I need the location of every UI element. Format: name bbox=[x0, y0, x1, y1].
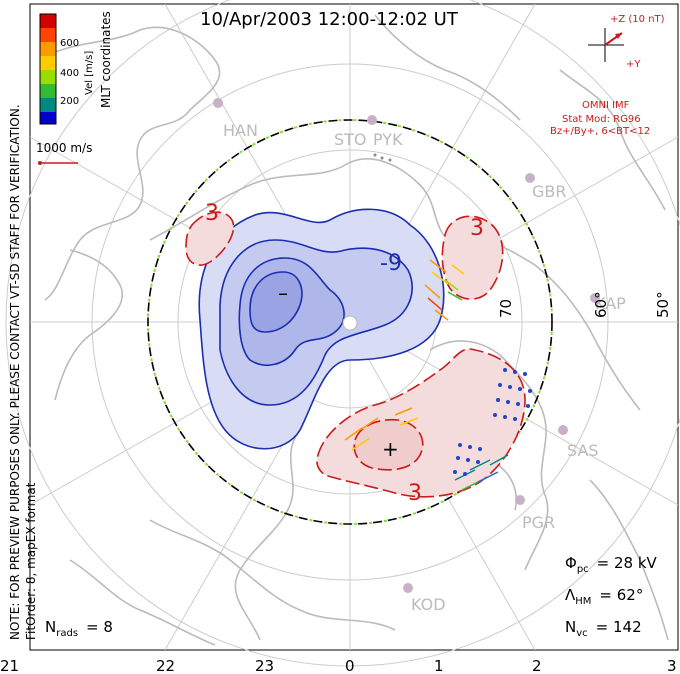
velocity-vectors bbox=[344, 259, 509, 491]
pos-cell-marker: + bbox=[382, 437, 399, 461]
svg-text:Φpc= 28 kV: Φpc = 28 kV bbox=[565, 554, 658, 575]
positive-cell-bottom bbox=[316, 348, 526, 498]
contour-label-pos-bottom: 3 bbox=[408, 481, 422, 506]
stat-nvc: Nvc = 142 bbox=[565, 618, 642, 639]
mlt-label-2: 2 bbox=[532, 657, 542, 674]
contour-label-pos-top: 3 bbox=[470, 216, 484, 241]
latitude-label-60: 60° bbox=[592, 291, 610, 318]
mlt-label-1: 1 bbox=[434, 657, 444, 674]
colorbar-label: Vel [m/s] bbox=[84, 51, 95, 95]
positive-cell-top bbox=[441, 215, 504, 300]
station-kod: KOD bbox=[411, 595, 446, 614]
positive-cell-left bbox=[185, 211, 235, 266]
colorbar-tick-400: 400 bbox=[60, 68, 79, 79]
vector-scale-label: 1000 m/s bbox=[36, 141, 92, 155]
latitude-label-70: 70 bbox=[497, 299, 515, 318]
svg-text:Nrads= 8: Nrads = 8 bbox=[45, 618, 113, 639]
plot-frame bbox=[29, 3, 679, 651]
mlt-label-22: 22 bbox=[156, 657, 175, 674]
fit-order-note: FitOrder: 8, mapEX format bbox=[24, 482, 38, 640]
station-sto: STO bbox=[334, 130, 367, 149]
heppner-maynard-boundary bbox=[147, 119, 553, 525]
station-sas: SAS bbox=[567, 441, 599, 460]
station-kap: KAP bbox=[595, 294, 626, 313]
station-han: HAN bbox=[223, 121, 258, 140]
colorbar-tick-600: 600 bbox=[60, 38, 79, 49]
stat-nrads: Nrads = 8 bbox=[45, 618, 113, 639]
svg-text:Nvc= 142: Nvc = 142 bbox=[565, 618, 642, 639]
station-gbr: GBR bbox=[532, 182, 567, 201]
colorbar-tick-200: 200 bbox=[60, 96, 79, 107]
imf-condition: Bz+/By+, 6<BT<12 bbox=[550, 126, 650, 137]
imf-z-label: +Z (10 nT) bbox=[610, 14, 665, 25]
imf-source: OMNI IMF bbox=[582, 100, 630, 111]
mlt-label-0: 0 bbox=[345, 657, 355, 674]
coastlines bbox=[39, 14, 669, 646]
vector-scale-origin bbox=[38, 161, 42, 165]
svg-text:ΛHM= 62°: ΛHM = 62° bbox=[565, 586, 643, 607]
negative-cell bbox=[198, 208, 445, 450]
color-bar bbox=[39, 13, 57, 125]
latitude-label-50: 50° bbox=[654, 291, 672, 318]
imf-clock bbox=[588, 28, 624, 62]
neg-cell-marker: – bbox=[278, 281, 288, 305]
stat-lambda: ΛHM = 62° bbox=[565, 586, 643, 607]
mlt-label-21: 21 bbox=[0, 657, 19, 674]
station-pyk: PYK bbox=[373, 130, 403, 149]
station-pgr: PGR bbox=[522, 513, 555, 532]
velocity-dots bbox=[373, 153, 532, 476]
mlt-label-3: 3 bbox=[667, 657, 677, 674]
page-title: 10/Apr/2003 12:00-12:02 UT bbox=[200, 9, 459, 30]
contour-label-neg: -9 bbox=[380, 251, 402, 276]
pole-marker bbox=[342, 315, 358, 331]
imf-stat-mod: Stat Mod: RG96 bbox=[562, 114, 641, 125]
contour-label-pos-left: 3 bbox=[205, 201, 219, 226]
negative-contour-core bbox=[249, 271, 303, 333]
coordinate-label: MLT coordinates bbox=[99, 11, 113, 108]
stat-phi: Φpc = 28 kV bbox=[565, 554, 658, 575]
station-markers bbox=[213, 98, 600, 593]
mlt-label-23: 23 bbox=[255, 657, 274, 674]
imf-y-label: +Y bbox=[626, 59, 641, 70]
preview-note: NOTE: FOR PREVIEW PURPOSES ONLY. PLEASE … bbox=[8, 104, 22, 640]
